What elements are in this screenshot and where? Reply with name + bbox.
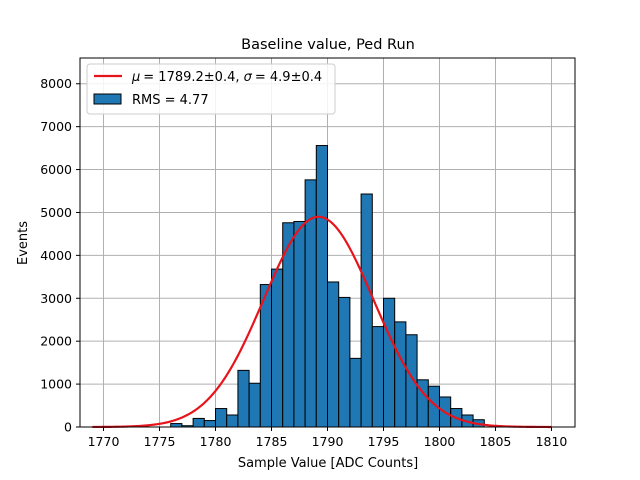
y-tick-label: 8000 <box>40 76 72 91</box>
histogram-bar <box>360 193 373 428</box>
legend-hist-label: RMS = 4.77 <box>132 93 209 108</box>
legend: μ = 1789.2±0.4, σ = 4.9±0.4 RMS = 4.77 <box>86 63 336 115</box>
y-tick-label: 6000 <box>40 162 72 177</box>
x-tick-label: 1770 <box>88 434 120 449</box>
legend-fit-label: μ = 1789.2±0.4, σ = 4.9±0.4 <box>131 70 322 85</box>
legend-sigma-symbol: σ <box>244 70 253 85</box>
histogram-bar <box>327 281 340 428</box>
histogram-bar <box>293 220 306 428</box>
chart-title: Baseline value, Ped Run <box>241 37 415 53</box>
fit-curve-group <box>92 215 552 429</box>
histogram-bar <box>226 414 239 428</box>
legend-box <box>86 63 336 115</box>
histogram-bar <box>203 420 217 428</box>
x-tick-label: 1795 <box>368 434 400 449</box>
x-axis-ticks: 1770 1775 1780 1785 1790 1795 1800 1805 1810 <box>88 427 568 449</box>
legend-mu-symbol: μ <box>131 70 140 85</box>
y-axis-label: Events <box>16 221 31 265</box>
histogram-bar <box>338 296 351 428</box>
x-tick-label: 1785 <box>256 434 288 449</box>
y-axis-ticks: 0 1000 2000 3000 4000 5000 6000 7000 8000 <box>40 76 80 435</box>
x-tick-label: 1810 <box>536 434 568 449</box>
x-tick-label: 1800 <box>424 434 456 449</box>
x-tick-label: 1780 <box>200 434 232 449</box>
histogram-bar <box>271 268 284 428</box>
x-tick-label: 1790 <box>312 434 344 449</box>
y-tick-label: 2000 <box>40 334 72 349</box>
histogram-bar <box>394 321 407 428</box>
histogram-bar <box>349 357 362 428</box>
histogram-bar <box>248 382 261 428</box>
histogram-bar <box>315 145 328 428</box>
x-axis-label: Sample Value [ADC Counts] <box>238 456 418 471</box>
histogram-bar <box>215 408 228 428</box>
x-tick-label: 1775 <box>144 434 176 449</box>
histogram-bars <box>170 145 485 428</box>
legend-sigma-values: = 4.9±0.4 <box>255 70 322 85</box>
y-tick-label: 4000 <box>40 248 72 263</box>
legend-hist-swatch <box>93 93 122 105</box>
histogram-bar <box>237 369 250 428</box>
x-tick-label: 1805 <box>480 434 512 449</box>
fit-curve <box>92 215 552 429</box>
histogram-bar <box>382 297 396 428</box>
y-tick-label: 7000 <box>40 119 72 134</box>
y-tick-label: 0 <box>64 420 72 435</box>
y-tick-label: 3000 <box>40 291 72 306</box>
legend-mu-values: = 1789.2±0.4, <box>143 70 243 85</box>
y-tick-label: 1000 <box>40 377 72 392</box>
histogram-bar <box>170 423 183 428</box>
y-tick-label: 5000 <box>40 205 72 220</box>
histogram-bar <box>371 326 384 428</box>
histogram-bar <box>192 417 205 428</box>
